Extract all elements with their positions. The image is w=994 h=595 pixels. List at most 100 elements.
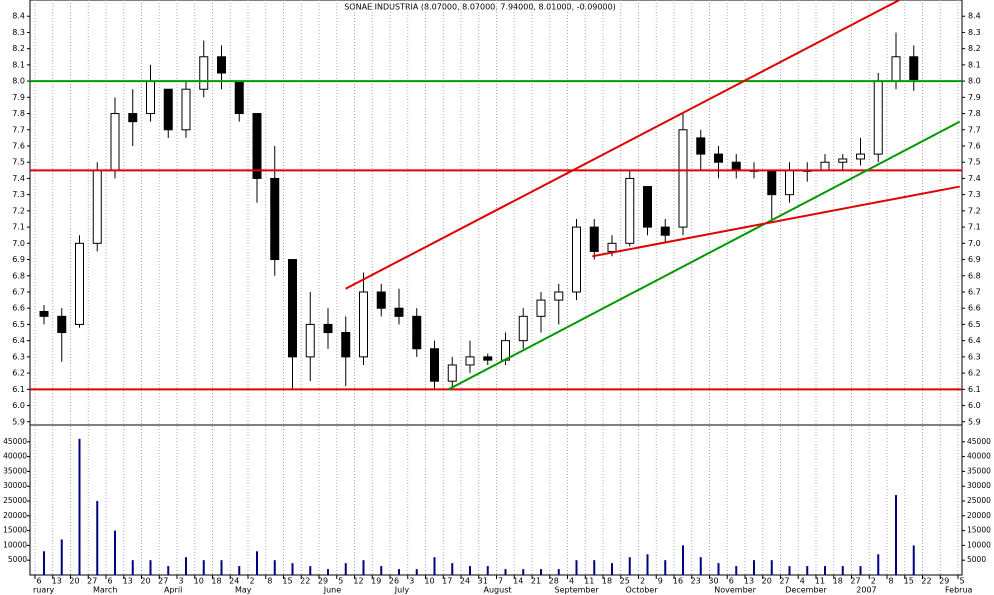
candle-body (92, 169, 102, 244)
y-tick-label: 7.4 (12, 174, 25, 183)
y-tick-label: 7.0 (12, 239, 25, 248)
month-label: August (484, 586, 512, 595)
volume-bar (753, 560, 755, 575)
volume-bar (469, 566, 471, 575)
y-tick-label: 5.9 (12, 417, 25, 426)
y-tick-label: 7.9 (12, 93, 25, 102)
month-label: May (235, 586, 252, 595)
volume-bar (593, 560, 596, 575)
volume-bar (114, 530, 116, 575)
candle-body (75, 242, 84, 325)
volume-bar (43, 551, 45, 575)
volume-bar (557, 569, 560, 575)
candle-body (430, 348, 439, 382)
y2-tick-label: 25000 (967, 496, 991, 505)
y-tick-label: 6.9 (12, 255, 25, 264)
y-tick-label: 6.4 (968, 336, 981, 345)
month-label: June (323, 586, 342, 595)
volume-bar (540, 569, 542, 575)
volume-bar (380, 566, 383, 575)
candle-body (305, 323, 315, 358)
volume-bar (398, 569, 400, 575)
y-tick-label: 6.3 (968, 352, 981, 361)
candle-body (128, 113, 138, 123)
volume-bar (415, 569, 418, 575)
x-tick-label: 11 (815, 577, 825, 586)
x-tick-label: 27 (158, 577, 168, 586)
volume-bar (238, 566, 241, 575)
y-tick-label: 7.4 (968, 174, 981, 183)
y-tick-label: 7.3 (968, 190, 981, 199)
x-tick-label: 31 (478, 577, 488, 586)
month-label: September (555, 586, 600, 595)
x-tick-label: 4 (569, 577, 574, 586)
candle-body (181, 88, 191, 131)
x-tick-label: 28 (549, 577, 559, 586)
volume-bar (859, 566, 862, 575)
y2-tick-label: 30000 (3, 481, 27, 490)
x-tick-label: 8 (267, 577, 272, 586)
volume-bar (167, 566, 170, 575)
candle-body (270, 177, 280, 261)
y-tick-label: 6.2 (968, 369, 981, 378)
volume-bar (344, 563, 347, 575)
y-tick-label: 6.0 (12, 401, 25, 410)
y2-tick-label: 45000 (3, 437, 27, 446)
y2-tick-label: 40000 (3, 452, 27, 461)
month-label: 2007 (856, 586, 876, 595)
volume-bar (451, 563, 454, 575)
x-tick-label: 25 (620, 577, 630, 586)
y-tick-label: 8.1 (12, 60, 25, 69)
trend-line (592, 185, 960, 258)
volume-bar (841, 566, 844, 575)
month-label: ruary (33, 586, 55, 595)
x-tick-label: 13 (52, 577, 62, 586)
volume-bar (504, 569, 507, 575)
x-tick-label: 24 (229, 577, 239, 586)
x-tick-label: 27 (779, 577, 789, 586)
y-tick-label: 7.6 (12, 141, 25, 150)
candle-body (359, 291, 368, 358)
x-tick-label: 27 (850, 577, 860, 586)
x-tick-label: 18 (833, 577, 843, 586)
x-tick-label: 18 (602, 577, 612, 586)
x-tick-label: 12 (353, 577, 363, 586)
y-tick-label: 7.5 (12, 158, 25, 167)
candle-body (39, 310, 49, 317)
candle-body (465, 356, 475, 366)
y-tick-label: 8.3 (968, 28, 981, 37)
y2-tick-label: 5000 (8, 555, 27, 564)
volume-bar (131, 560, 134, 575)
month-label: April (164, 586, 182, 595)
candle-body (288, 259, 297, 358)
x-tick-label: 19 (371, 577, 381, 586)
candle-body (731, 161, 741, 171)
candle-body (217, 56, 226, 74)
y-tick-label: 8.2 (968, 44, 981, 53)
y-tick-label: 6.5 (12, 320, 25, 329)
volume-bar (291, 563, 294, 575)
volume-bar (735, 566, 738, 575)
trend-line (448, 120, 961, 391)
y2-tick-label: 40000 (967, 452, 991, 461)
month-label: December (785, 586, 827, 595)
x-tick-label: 5 (959, 577, 964, 586)
x-tick-label: 27 (87, 577, 97, 586)
volume-bar (682, 545, 684, 575)
candle-body (57, 315, 67, 334)
volume-bar (433, 557, 436, 575)
month-label: October (626, 586, 659, 595)
x-tick-label: 20 (762, 577, 772, 586)
x-tick-label: 11 (584, 577, 594, 586)
candle-body (163, 88, 173, 131)
candle-body (643, 186, 652, 228)
y-tick-label: 7.6 (968, 141, 981, 150)
x-tick-label: 6 (36, 577, 41, 586)
candle-body (412, 315, 422, 350)
y-tick-label: 7.7 (12, 125, 25, 134)
x-tick-label: 20 (140, 577, 150, 586)
x-tick-label: 29 (939, 577, 949, 586)
y-tick-label: 6.6 (12, 304, 25, 313)
x-tick-label: 10 (424, 577, 434, 586)
candle-body (767, 169, 777, 196)
